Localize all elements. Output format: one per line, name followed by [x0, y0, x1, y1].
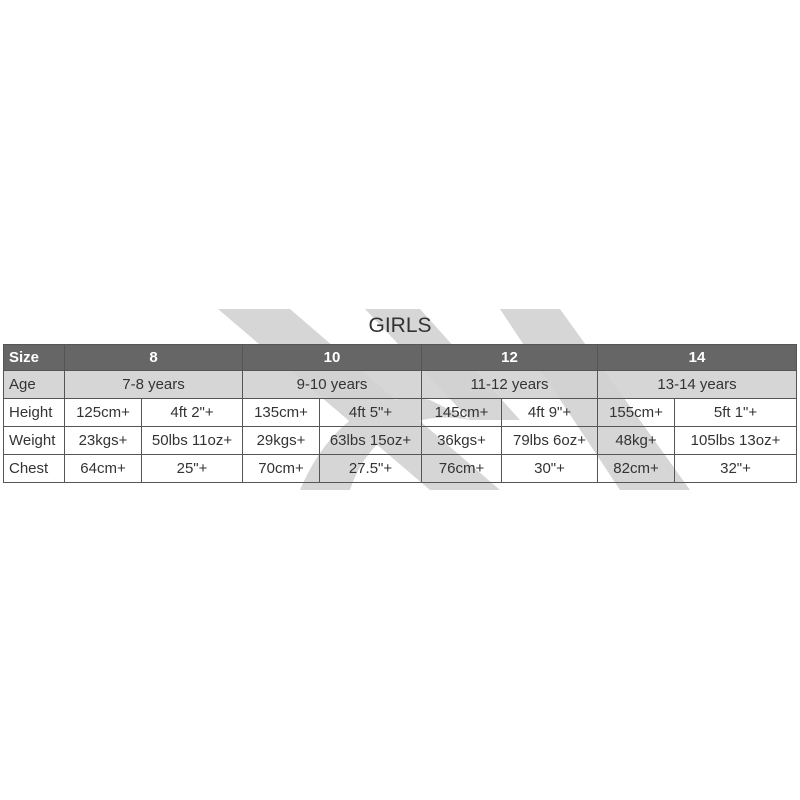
table-cell: 125cm+ — [64, 398, 142, 427]
table-cell: 145cm+ — [421, 398, 502, 427]
chart-title: GIRLS — [368, 314, 432, 337]
table-cell: 23kgs+ — [64, 426, 142, 455]
size-12: 12 — [421, 344, 598, 371]
table-cell: 27.5"+ — [319, 454, 422, 483]
table-cell: 5ft 1"+ — [674, 398, 797, 427]
table-cell: 29kgs+ — [242, 426, 320, 455]
table-cell: 63lbs 15oz+ — [319, 426, 422, 455]
chest-row: Chest 64cm+ 25"+ 70cm+ 27.5"+ 76cm+ 30"+… — [3, 454, 797, 483]
table-cell: 4ft 5"+ — [319, 398, 422, 427]
table-cell: 25"+ — [141, 454, 243, 483]
size-label: Size — [3, 344, 65, 371]
table-cell: 105lbs 13oz+ — [674, 426, 797, 455]
table-cell: 76cm+ — [421, 454, 502, 483]
table-cell: 64cm+ — [64, 454, 142, 483]
age-cell: 11-12 years — [421, 370, 598, 399]
size-10: 10 — [242, 344, 422, 371]
size-14: 14 — [597, 344, 797, 371]
size-row: Size 8 10 12 14 — [3, 344, 797, 371]
table-cell: 50lbs 11oz+ — [141, 426, 243, 455]
size-8: 8 — [64, 344, 243, 371]
size-chart-table: Size 8 10 12 14 Age 7-8 years 9-10 years… — [3, 344, 797, 483]
table-cell: 36kgs+ — [421, 426, 502, 455]
table-cell: 79lbs 6oz+ — [501, 426, 598, 455]
table-cell: 135cm+ — [242, 398, 320, 427]
table-cell: 70cm+ — [242, 454, 320, 483]
table-cell: 4ft 9"+ — [501, 398, 598, 427]
row-label: Chest — [3, 454, 65, 483]
table-cell: 155cm+ — [597, 398, 675, 427]
row-label: Height — [3, 398, 65, 427]
table-cell: 4ft 2"+ — [141, 398, 243, 427]
age-cell: 7-8 years — [64, 370, 243, 399]
age-label: Age — [3, 370, 65, 399]
age-cell: 13-14 years — [597, 370, 797, 399]
age-cell: 9-10 years — [242, 370, 422, 399]
table-cell: 48kg+ — [597, 426, 675, 455]
age-row: Age 7-8 years 9-10 years 11-12 years 13-… — [3, 370, 797, 399]
table-cell: 82cm+ — [597, 454, 675, 483]
row-label: Weight — [3, 426, 65, 455]
height-row: Height 125cm+ 4ft 2"+ 135cm+ 4ft 5"+ 145… — [3, 398, 797, 427]
table-cell: 32"+ — [674, 454, 797, 483]
table-cell: 30"+ — [501, 454, 598, 483]
weight-row: Weight 23kgs+ 50lbs 11oz+ 29kgs+ 63lbs 1… — [3, 426, 797, 455]
